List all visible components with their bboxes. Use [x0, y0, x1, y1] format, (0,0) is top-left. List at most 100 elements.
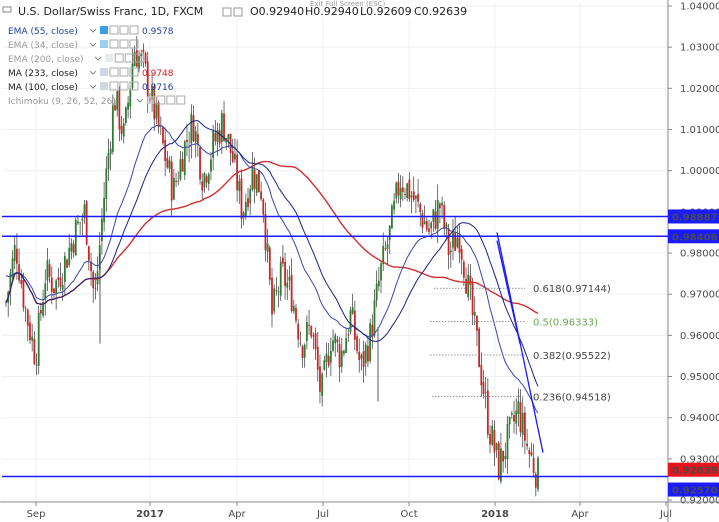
x-tick-label: Jul — [659, 509, 672, 520]
candle-body — [460, 248, 463, 260]
candle-body — [500, 448, 502, 482]
x-tick-label: Oct — [400, 509, 417, 520]
candle-body — [515, 410, 518, 424]
candle-body — [526, 443, 528, 447]
candle-body — [454, 232, 457, 251]
candle-body — [345, 338, 348, 353]
chevron-down-icon — [89, 42, 97, 47]
y-tick-label: 1.01000 — [680, 125, 719, 136]
candle-body — [432, 209, 435, 222]
indicator-value: 0.9716 — [142, 83, 174, 93]
y-tick-label: 1.02000 — [680, 84, 719, 95]
candle-body — [502, 450, 505, 462]
candle-body — [140, 53, 143, 57]
candle-body — [484, 392, 487, 393]
ohlc-low: L0.92609 — [360, 5, 412, 18]
candle-body — [227, 134, 230, 140]
exit-fullscreen-link[interactable]: Exit Full Screen (ESC) — [310, 0, 385, 8]
candle-body — [325, 353, 328, 362]
candle-body — [273, 288, 276, 312]
time-axis[interactable]: Sep 2017 Apr Jul Oct 2018 Apr Jul — [0, 501, 719, 520]
x-tick-label: Sep — [27, 509, 46, 520]
candle-body — [380, 263, 382, 281]
candle-body — [369, 323, 372, 362]
candle-body — [471, 282, 474, 316]
candle-body — [428, 228, 430, 232]
candle-body — [353, 310, 356, 340]
candle-body — [46, 260, 49, 281]
candle-body — [521, 412, 524, 435]
chevron-down-icon — [89, 84, 97, 89]
candle-body — [85, 201, 88, 245]
candle-body — [87, 246, 90, 261]
candle-body — [125, 107, 127, 123]
candle-body — [508, 416, 511, 425]
candle-body — [196, 134, 199, 146]
candle-body — [382, 246, 385, 265]
level-price-tag: 0.98887 — [672, 212, 718, 223]
fibonacci-levels[interactable]: 0.618(0.97144) 0.5(0.96333) 0.382(0.95522)… — [430, 284, 611, 403]
candle-body — [506, 423, 509, 460]
candle-body — [406, 183, 409, 198]
candle-body — [434, 211, 437, 229]
chevron-down-icon — [89, 70, 97, 75]
candle-body — [35, 364, 38, 366]
collapse-icon[interactable] — [2, 6, 12, 13]
candle-body — [321, 373, 324, 396]
candle-body — [504, 455, 507, 459]
candle-body — [48, 264, 51, 277]
candle-body — [493, 429, 496, 453]
candle-body — [279, 261, 282, 296]
candle-body — [194, 131, 197, 143]
trendline-inner — [496, 240, 521, 344]
fib-level-label: 0.236(0.94518) — [533, 392, 611, 403]
eye-icon — [105, 54, 114, 62]
ohlc-high: H0.92940 — [305, 5, 359, 18]
more-icon — [134, 53, 144, 63]
indicator-legend[interactable]: EMA (55, close) 0.9578 EMA (34, close) EMA … — [8, 25, 186, 107]
candle-body — [489, 434, 491, 445]
candle-body — [465, 278, 467, 294]
settings-icon — [109, 39, 119, 49]
candle-body — [9, 273, 12, 293]
candle-body — [55, 280, 58, 294]
level-price-tag: 0.92570 — [672, 486, 718, 497]
candle-body — [116, 91, 119, 111]
candle-body — [249, 189, 252, 204]
candle-body — [303, 344, 306, 358]
candle-body — [186, 139, 188, 142]
candle-body — [59, 277, 62, 287]
candle-body — [373, 300, 376, 336]
candle-body — [410, 195, 413, 198]
candle-body — [384, 248, 387, 249]
candle-body — [107, 153, 110, 169]
y-tick-label: 1.00000 — [680, 166, 719, 177]
close-icon — [119, 67, 129, 77]
y-tick-label: 0.97000 — [680, 290, 719, 301]
candle-body — [510, 413, 513, 415]
candle-body — [338, 343, 341, 368]
candle-body — [177, 180, 180, 182]
eye-icon — [100, 82, 108, 90]
candle-body — [22, 279, 25, 308]
header-tools[interactable] — [222, 7, 243, 17]
candle-body — [332, 340, 334, 351]
y-tick-label: 1.04000 — [680, 2, 719, 13]
candle-body — [404, 194, 406, 195]
indicator-label: MA (233, close) — [8, 69, 78, 79]
candle-body — [349, 310, 352, 333]
fib-level-label: 0.382(0.95522) — [533, 351, 611, 362]
horizontal-levels[interactable] — [2, 215, 668, 478]
candle-body — [244, 202, 247, 216]
y-tick-label: 0.96000 — [680, 331, 719, 342]
candle-body — [360, 354, 363, 359]
candle-body — [393, 200, 395, 210]
close-icon — [166, 95, 176, 105]
candle-body — [358, 351, 361, 361]
candle-body — [220, 113, 223, 142]
trendlines[interactable] — [496, 232, 544, 453]
candle-body — [39, 309, 42, 314]
candle-body — [401, 187, 404, 192]
candle-body — [118, 90, 121, 130]
